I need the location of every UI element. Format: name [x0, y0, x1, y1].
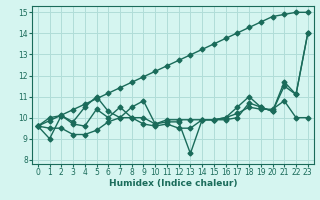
X-axis label: Humidex (Indice chaleur): Humidex (Indice chaleur) [108, 179, 237, 188]
